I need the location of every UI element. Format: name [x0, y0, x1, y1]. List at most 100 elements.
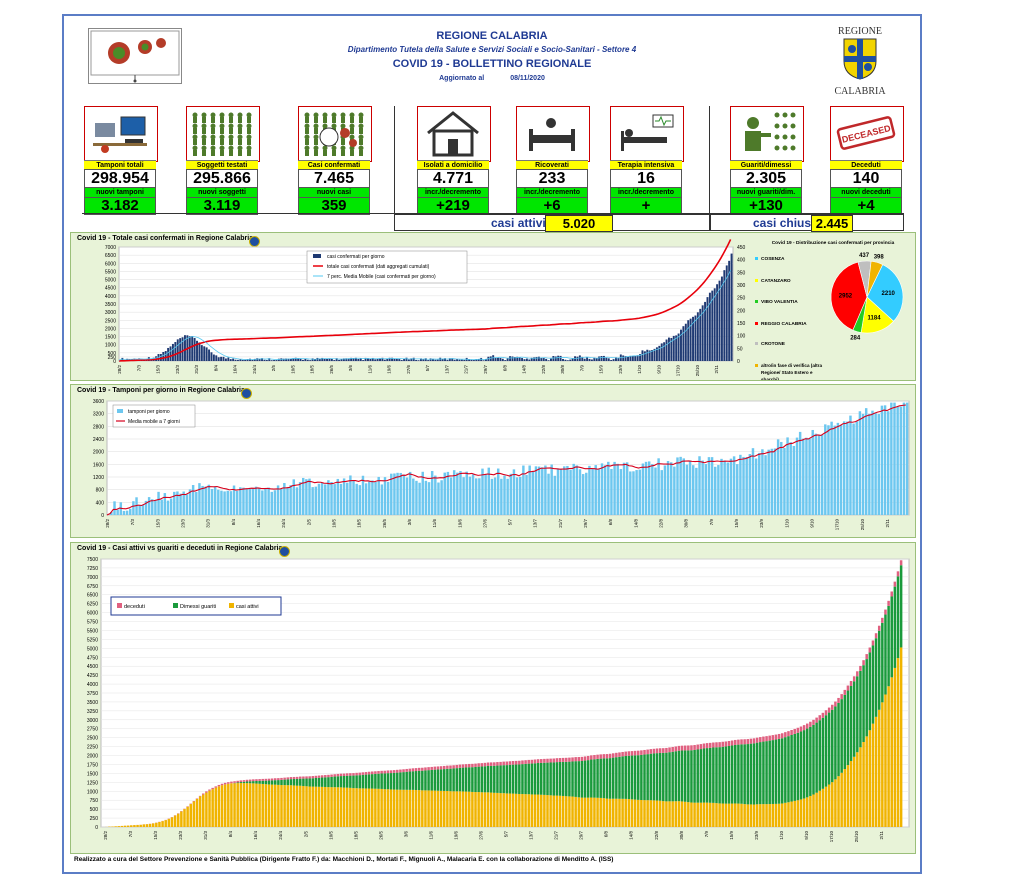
- daily-swabs-bar: [607, 461, 610, 515]
- active-cases-bar: [524, 794, 527, 827]
- deceased-bar: [314, 775, 318, 778]
- deceased-bar: [730, 740, 734, 746]
- recovered-bar: [536, 763, 540, 795]
- daily-cases-bar: [330, 358, 333, 361]
- daily-swabs-bar: [849, 415, 852, 515]
- x-tick-label: 21/7: [464, 365, 469, 374]
- active-cases-value: 5.020: [545, 215, 613, 232]
- x-tick-label: 14/8: [522, 365, 527, 374]
- deceased-bar: [637, 750, 640, 756]
- daily-swabs-bar: [132, 501, 135, 515]
- daily-swabs-bar: [122, 510, 126, 515]
- pie-legend-swatch: [755, 322, 758, 325]
- deceased-bar: [868, 647, 872, 653]
- daily-swabs-bar: [235, 490, 239, 515]
- daily-swabs-bar: [204, 486, 207, 515]
- active-cases-bar: [633, 799, 637, 827]
- daily-swabs-bar: [698, 456, 701, 515]
- deceased-bar: [245, 779, 249, 782]
- deceased-bar: [599, 754, 602, 759]
- active-cases-bar: [521, 794, 524, 827]
- pie-slice: [866, 260, 884, 298]
- active-cases-bar: [214, 787, 218, 827]
- daily-swabs-bar: [213, 486, 217, 515]
- active-cases-bar: [264, 784, 268, 827]
- deceased-bar: [762, 736, 765, 742]
- daily-cases-bar: [518, 357, 521, 361]
- pie-value-label: 2952: [839, 293, 853, 299]
- swabs-chart: 0 400 800 1200 1600 2000 2400 2800 3200 3600 28/2 7…: [93, 399, 910, 530]
- daily-swabs-bar: [402, 474, 406, 515]
- recovered-bar: [815, 722, 818, 793]
- daily-cases-bar: [429, 358, 432, 361]
- x-tick-label: 15/3: [153, 831, 158, 840]
- daily-cases-bar: [605, 357, 608, 361]
- deceased-bar: [336, 773, 340, 777]
- active-cases-bar: [877, 709, 881, 827]
- updated-date: 08/11/2020: [510, 75, 545, 82]
- recovered-bar: [708, 747, 712, 803]
- deceased-bar: [893, 581, 897, 587]
- y-tick-label: 2500: [105, 318, 116, 324]
- active-cases-bar: [273, 784, 277, 827]
- daily-cases-bar: [184, 335, 186, 361]
- recovered-bar: [270, 780, 274, 785]
- active-cases-bar: [658, 800, 662, 827]
- recovered-bar: [743, 744, 746, 805]
- daily-swabs-bar: [503, 475, 506, 515]
- active-cases-bar: [539, 794, 543, 827]
- stat-box: [84, 106, 158, 162]
- daily-cases-bar: [660, 343, 663, 361]
- deceased-bar: [292, 776, 296, 780]
- active-cases-bar: [896, 658, 900, 827]
- recovered-bar: [242, 781, 246, 784]
- recovered-bar: [865, 659, 868, 737]
- deceased-bar: [815, 717, 818, 723]
- daily-cases-bar: [586, 357, 589, 361]
- recovered-bar: [486, 765, 490, 793]
- active-cases-bar: [314, 786, 318, 827]
- recovered-bar: [361, 774, 365, 789]
- daily-cases-bar: [692, 316, 694, 361]
- x-tick-label: 3/6: [348, 365, 353, 372]
- active-cases-bar: [305, 786, 308, 827]
- x-tick-label: 2/11: [879, 831, 884, 840]
- deceased-bar: [718, 742, 721, 748]
- active-cases-bar: [518, 794, 521, 827]
- daily-swabs-bar: [839, 425, 843, 515]
- active-cases-bar: [399, 789, 402, 827]
- daily-cases-bar: [448, 358, 451, 361]
- daily-cases-bar: [314, 359, 316, 361]
- active-cases-bar: [239, 783, 243, 827]
- daily-swabs-bar: [314, 486, 318, 515]
- daily-cases-bar: [388, 357, 391, 361]
- recovered-bar: [583, 760, 587, 798]
- divider: [394, 106, 395, 231]
- daily-swabs-bar: [440, 480, 443, 515]
- recovered-bar: [724, 746, 728, 804]
- pie-value-label: 398: [874, 255, 885, 261]
- deceased-bar: [577, 757, 581, 762]
- deceased-bar: [787, 731, 790, 737]
- deceased-bar: [749, 738, 753, 744]
- deceased-bar: [708, 742, 712, 748]
- recovered-bar: [874, 638, 878, 717]
- y-tick-label: 250: [90, 816, 99, 822]
- deceased-bar: [361, 772, 365, 775]
- x-tick-label: 10/5: [331, 519, 336, 528]
- recovered-bar: [862, 665, 865, 743]
- y-tick-label: 2000: [93, 450, 104, 456]
- recovered-bar: [446, 768, 449, 791]
- deceased-bar: [436, 766, 440, 770]
- daily-cases-bar: [371, 357, 374, 361]
- daily-cases-bar: [670, 337, 673, 361]
- active-cases-bar: [827, 784, 831, 827]
- daily-swabs-bar: [264, 488, 267, 515]
- daily-cases-bar: [475, 359, 478, 361]
- daily-cases-bar: [181, 337, 184, 361]
- daily-swabs-bar: [427, 482, 431, 515]
- y-tick-label: 6000: [105, 261, 116, 267]
- y-tick-label: 3750: [87, 691, 98, 697]
- deceased-bar: [596, 754, 599, 759]
- daily-swabs-bar: [320, 482, 324, 515]
